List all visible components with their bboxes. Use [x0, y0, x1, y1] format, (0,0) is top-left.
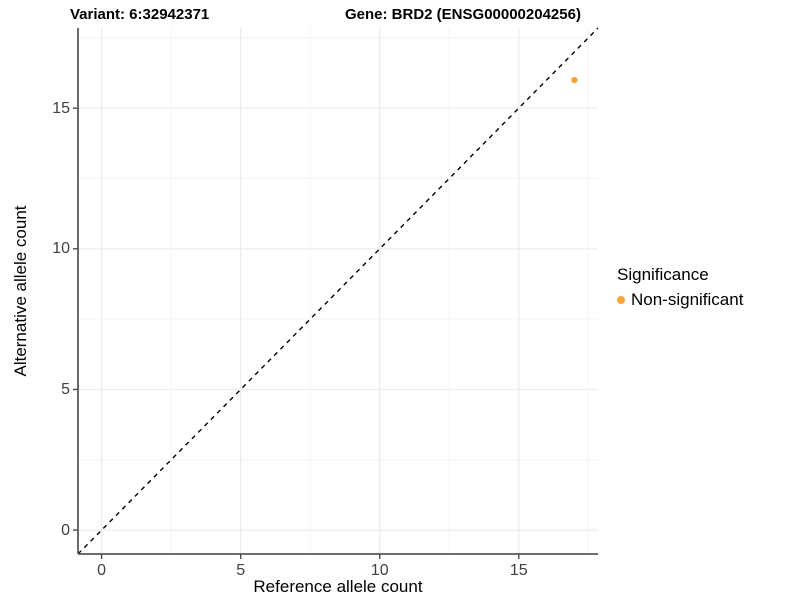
identity-line [77, 27, 599, 555]
y-tick-label: 10 [52, 240, 70, 258]
x-tick-label: 15 [509, 562, 528, 579]
y-axis-title: Alternative allele count [11, 205, 30, 377]
x-tick-label: 10 [370, 562, 389, 579]
legend: Significance Non-significant [617, 265, 743, 310]
x-tick-label: 5 [236, 562, 246, 579]
x-tick-label: 0 [97, 562, 107, 579]
legend-title: Significance [617, 265, 709, 284]
x-axis-title: Reference allele count [253, 577, 423, 596]
y-tick-label: 5 [61, 380, 70, 398]
y-tick-label: 0 [61, 521, 70, 539]
y-tick-label: 15 [52, 99, 70, 117]
legend-item-label: Non-significant [631, 290, 744, 309]
legend-item: Non-significant [617, 290, 743, 310]
plot-title-gene: Gene: BRD2 (ENSG00000204256) [345, 6, 581, 23]
plot-title-variant: Variant: 6:32942371 [70, 6, 210, 23]
data-point [571, 76, 578, 84]
legend-point-icon [617, 296, 625, 304]
